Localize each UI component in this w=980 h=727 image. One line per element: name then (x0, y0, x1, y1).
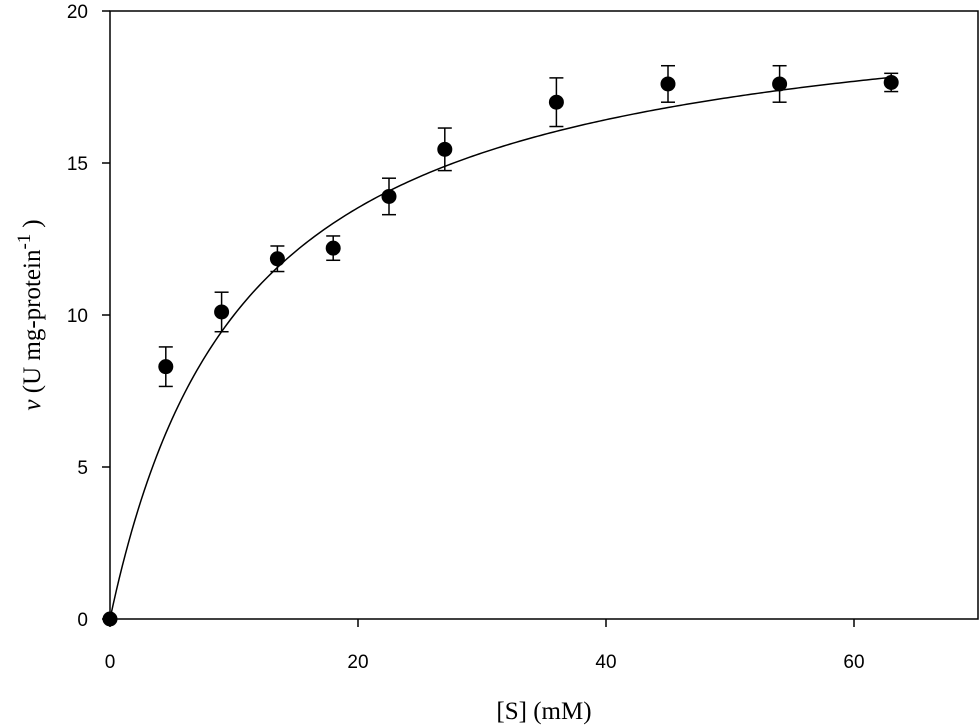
data-point (437, 141, 453, 157)
fit-curve (109, 76, 892, 620)
data-point (102, 611, 118, 627)
y-tick-label: 0 (77, 610, 88, 631)
data-point (548, 94, 564, 110)
x-tick-label: 0 (105, 652, 116, 673)
x-tick-label: 20 (347, 652, 368, 673)
data-point (883, 74, 899, 90)
y-axis-symbol: v (19, 399, 46, 411)
data-point (772, 76, 788, 92)
y-tick-label: 15 (67, 154, 88, 175)
data-point (381, 188, 397, 204)
data-point (325, 240, 341, 256)
data-point (660, 76, 676, 92)
y-tick-label: 5 (77, 458, 88, 479)
y-axis-unit-close: ) (19, 219, 46, 227)
x-axis-title: [S] (mM) (496, 698, 591, 725)
data-point (214, 304, 230, 320)
y-axis-unit: (U mg-protein (19, 249, 46, 399)
y-tick-label: 20 (67, 2, 88, 23)
y-axis: 0 5 10 15 20 (67, 2, 110, 631)
y-axis-unit-exponent: -1 (14, 234, 35, 250)
data-points (102, 74, 899, 627)
x-tick-label: 40 (595, 652, 616, 673)
x-tick-label: 60 (843, 652, 864, 673)
data-point (269, 251, 285, 267)
error-bars (158, 64, 899, 388)
plot-frame (109, 10, 979, 620)
data-point (158, 359, 174, 375)
x-axis: 0 20 40 60 (105, 619, 865, 673)
y-axis-title: v (U mg-protein-1) (14, 219, 46, 410)
y-tick-label: 10 (67, 306, 88, 327)
